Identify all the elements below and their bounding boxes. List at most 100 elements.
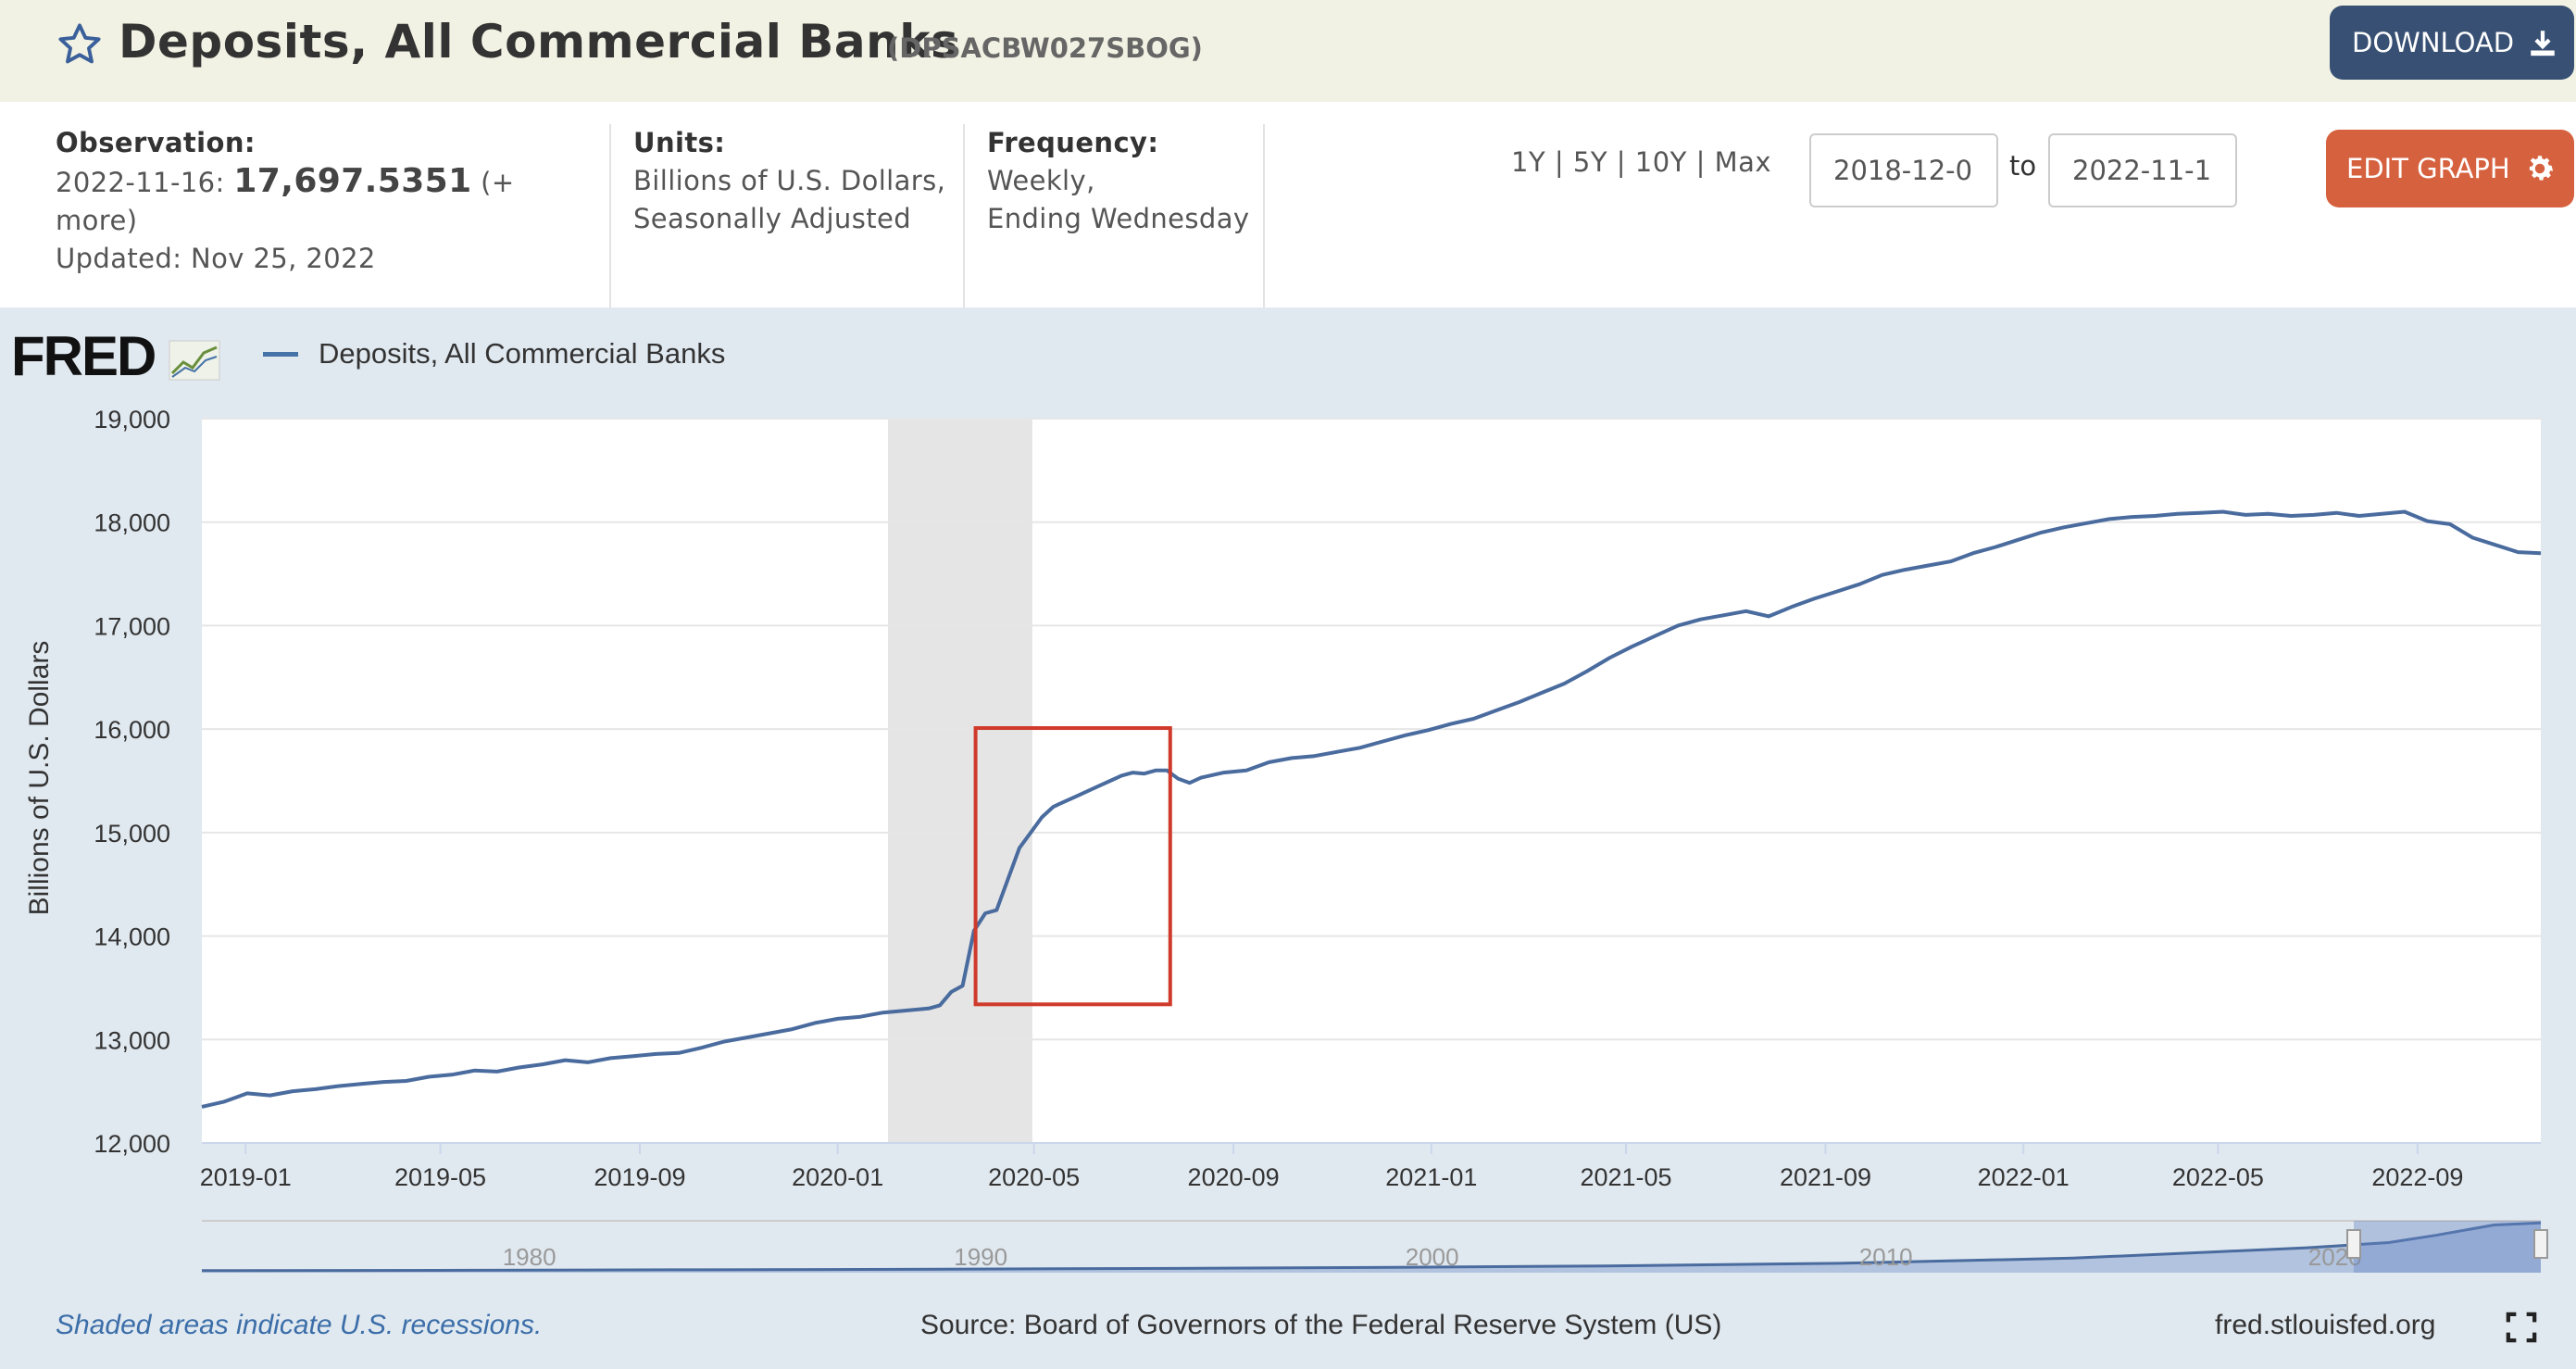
data-point[interactable]	[743, 1033, 752, 1042]
range-10y[interactable]: 10Y	[1634, 146, 1687, 178]
data-point[interactable]	[946, 987, 956, 997]
data-point[interactable]	[379, 1077, 388, 1086]
data-point[interactable]	[958, 981, 968, 990]
data-point[interactable]	[1855, 580, 1864, 589]
data-point[interactable]	[810, 1018, 819, 1027]
edit-graph-button[interactable]: EDIT GRAPH	[2326, 130, 2574, 207]
data-point[interactable]	[1537, 688, 1546, 697]
navigator-selection[interactable]	[2354, 1221, 2541, 1273]
data-point[interactable]	[1764, 611, 1773, 621]
data-point[interactable]	[1900, 565, 1909, 574]
data-point[interactable]	[1651, 632, 1660, 641]
data-point[interactable]	[1628, 642, 1637, 651]
date-to-input[interactable]: 2022-11-1	[2048, 133, 2237, 207]
star-icon[interactable]	[56, 20, 104, 69]
data-point[interactable]	[560, 1056, 569, 1065]
data-point[interactable]	[1151, 766, 1160, 775]
data-point[interactable]	[2513, 547, 2522, 557]
data-point[interactable]	[856, 1012, 865, 1022]
data-point[interactable]	[1878, 571, 1887, 580]
data-point[interactable]	[2422, 517, 2432, 526]
data-point[interactable]	[2014, 535, 2023, 545]
data-point[interactable]	[1082, 786, 1092, 796]
data-point[interactable]	[1945, 557, 1955, 566]
fred-url[interactable]: fred.stlouisfed.org	[2215, 1310, 2436, 1340]
data-point[interactable]	[538, 1060, 547, 1069]
data-point[interactable]	[935, 1000, 944, 1010]
data-point[interactable]	[1469, 714, 1478, 723]
data-point[interactable]	[981, 909, 990, 918]
data-point[interactable]	[1196, 773, 1206, 783]
data-point[interactable]	[2332, 509, 2341, 518]
date-from-input[interactable]: 2018-12-0	[1809, 133, 1998, 207]
data-point[interactable]	[765, 1029, 774, 1038]
data-point[interactable]	[1923, 561, 1932, 571]
data-point[interactable]	[788, 1024, 797, 1034]
data-point[interactable]	[1185, 778, 1194, 787]
data-point[interactable]	[1969, 548, 1978, 558]
data-point[interactable]	[1809, 594, 1819, 603]
data-point[interactable]	[1287, 753, 1296, 762]
data-point[interactable]	[1742, 607, 1751, 616]
data-point[interactable]	[2377, 509, 2386, 519]
data-point[interactable]	[901, 1006, 910, 1015]
data-point[interactable]	[2286, 511, 2295, 521]
data-point[interactable]	[356, 1079, 366, 1088]
data-point[interactable]	[1265, 758, 1274, 767]
data-point[interactable]	[1071, 792, 1081, 801]
data-point[interactable]	[1832, 587, 1842, 597]
range-max[interactable]: Max	[1714, 146, 1772, 178]
data-point[interactable]	[651, 1049, 660, 1059]
data-point[interactable]	[447, 1070, 456, 1079]
data-point[interactable]	[629, 1051, 638, 1061]
data-point[interactable]	[2309, 510, 2319, 520]
data-point[interactable]	[1004, 874, 1013, 884]
range-5y[interactable]: 5Y	[1572, 146, 1608, 178]
data-point[interactable]	[2036, 528, 2045, 537]
data-point[interactable]	[1559, 679, 1569, 688]
download-button[interactable]: DOWNLOAD	[2330, 6, 2574, 80]
data-point[interactable]	[606, 1053, 615, 1062]
data-point[interactable]	[333, 1082, 343, 1091]
data-point[interactable]	[1026, 828, 1035, 837]
observation-more[interactable]: (+	[481, 167, 515, 198]
data-point[interactable]	[833, 1014, 843, 1024]
data-point[interactable]	[2491, 540, 2500, 549]
data-point[interactable]	[2468, 533, 2477, 542]
data-point[interactable]	[719, 1037, 729, 1047]
data-point[interactable]	[402, 1076, 411, 1086]
data-point[interactable]	[697, 1043, 707, 1052]
data-point[interactable]	[1310, 751, 1319, 760]
data-point[interactable]	[2400, 508, 2409, 517]
data-point[interactable]	[1582, 667, 1592, 676]
data-point[interactable]	[1049, 802, 1058, 811]
data-point[interactable]	[1378, 737, 1387, 747]
range-1y[interactable]: 1Y	[1511, 146, 1546, 178]
data-point[interactable]	[879, 1008, 888, 1017]
data-point[interactable]	[1332, 747, 1342, 757]
data-point[interactable]	[1446, 720, 1456, 729]
data-point[interactable]	[1606, 653, 1615, 662]
data-point[interactable]	[1242, 766, 1251, 775]
series-line-deposits[interactable]	[201, 509, 2542, 1109]
data-point[interactable]	[2219, 508, 2228, 517]
data-point[interactable]	[1117, 771, 1126, 780]
data-point[interactable]	[1719, 610, 1728, 620]
recession-note[interactable]: Shaded areas indicate U.S. recessions.	[56, 1310, 543, 1340]
navigator-handle[interactable]	[2346, 1229, 2361, 1259]
data-point[interactable]	[1106, 776, 1115, 785]
data-point[interactable]	[1787, 602, 1796, 611]
data-point[interactable]	[1060, 797, 1069, 806]
data-point[interactable]	[2128, 512, 2137, 521]
data-point[interactable]	[2536, 548, 2545, 558]
data-point[interactable]	[1696, 615, 1706, 624]
observation-more-cont[interactable]: more)	[56, 205, 138, 236]
data-point[interactable]	[2355, 511, 2364, 521]
data-point[interactable]	[2105, 514, 2114, 523]
navigator-handle[interactable]	[2533, 1229, 2548, 1259]
data-point[interactable]	[2445, 520, 2455, 529]
data-point[interactable]	[1991, 543, 2000, 552]
data-point[interactable]	[1015, 844, 1024, 853]
data-point[interactable]	[1037, 812, 1046, 822]
data-point[interactable]	[243, 1088, 252, 1098]
